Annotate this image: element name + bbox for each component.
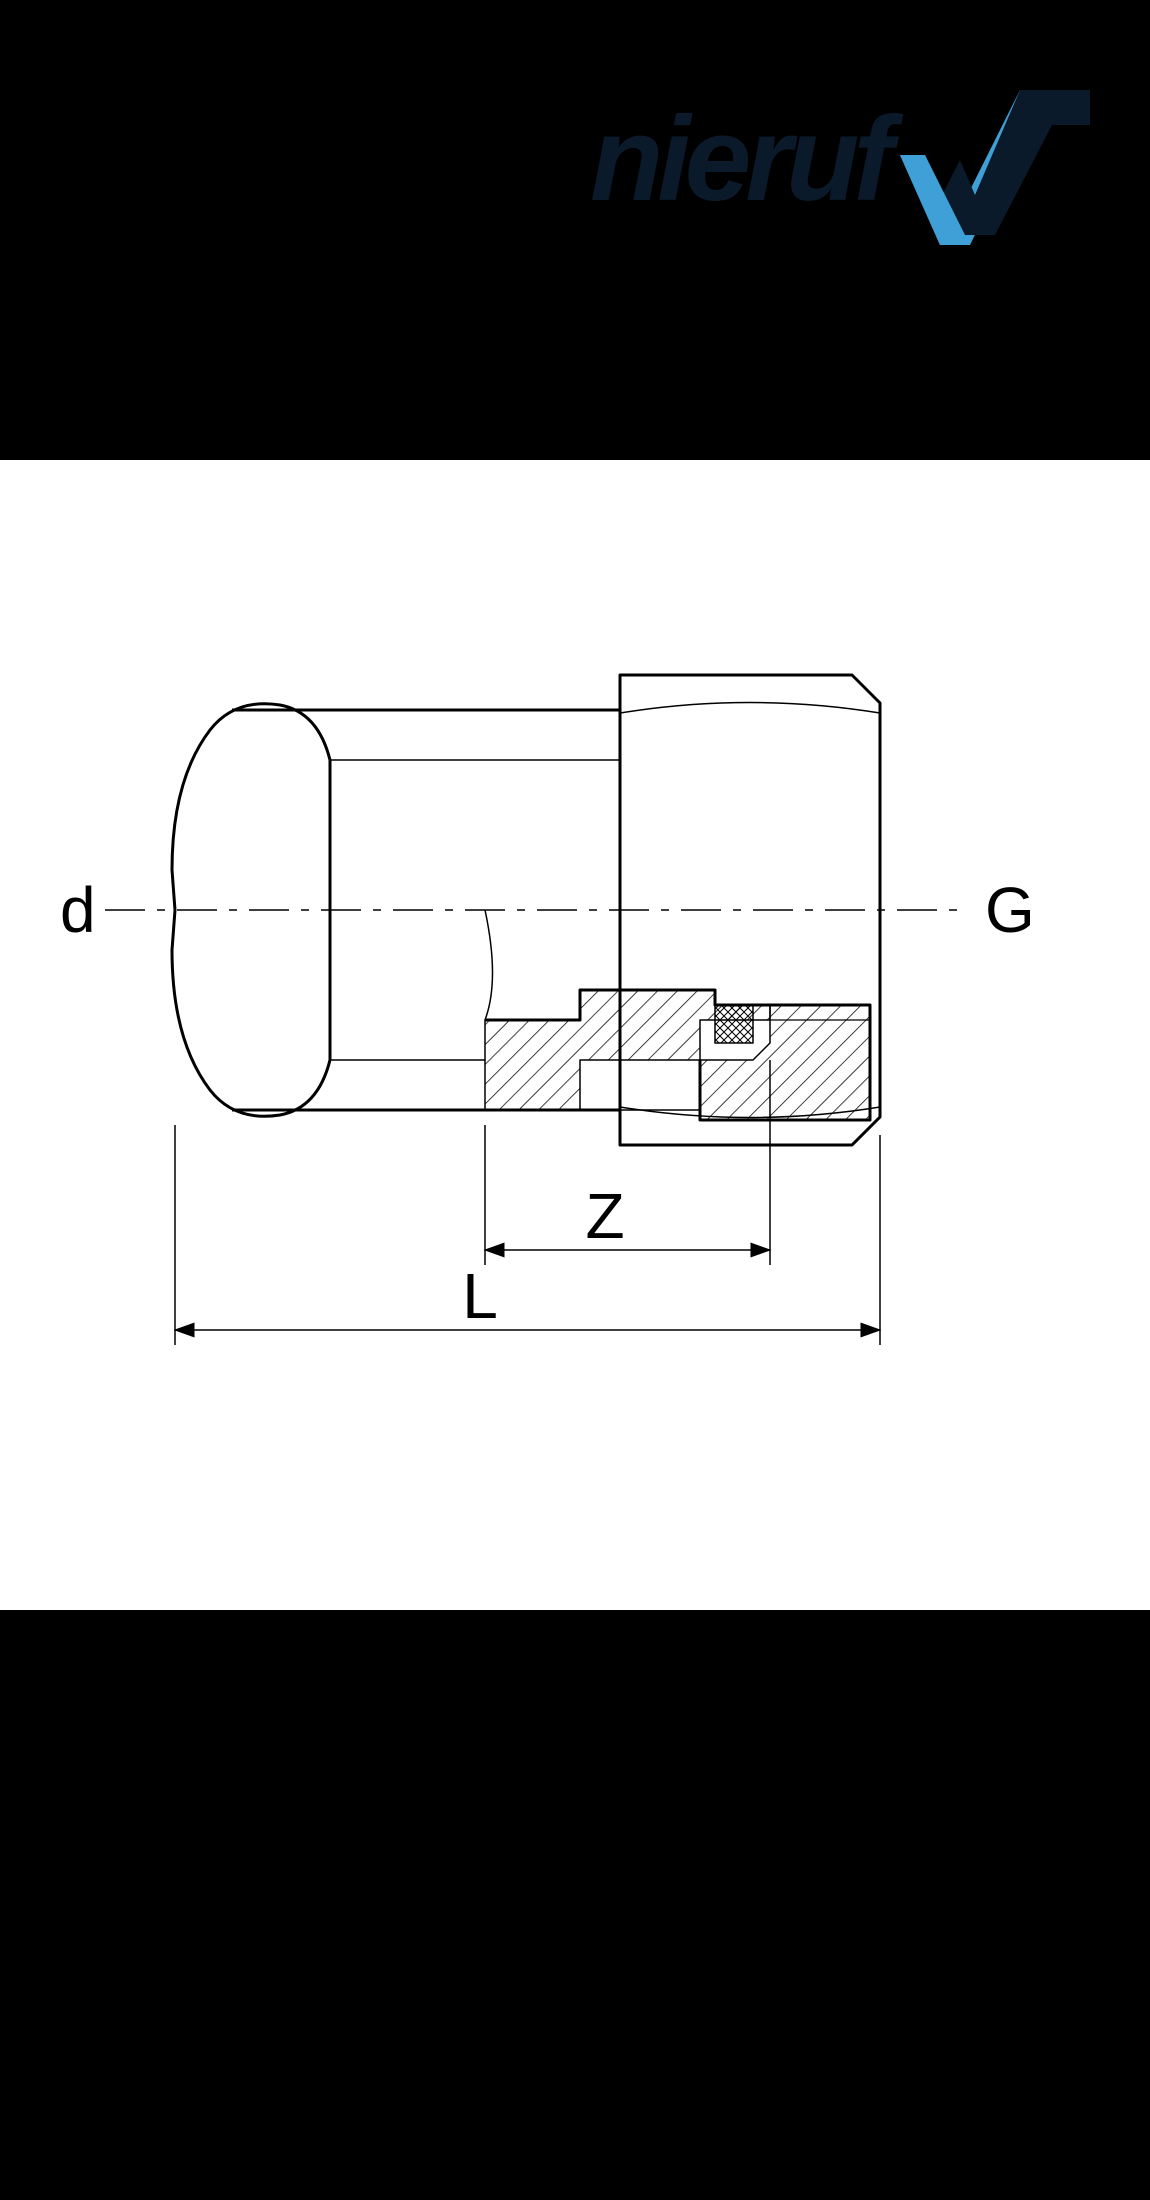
label-d: d [60, 874, 96, 946]
label-L: L [462, 1260, 498, 1332]
label-G: G [985, 874, 1035, 946]
nut-face-curve-top [620, 703, 880, 714]
technical-drawing: d G Z L [0, 460, 1150, 1610]
socket-bead-lower [172, 910, 330, 1116]
section-break-curve [485, 910, 493, 1020]
logo-mark [900, 90, 1090, 245]
seal-crosshatch [715, 1005, 753, 1043]
drawing-svg: d G Z L [0, 460, 1150, 1610]
fitting-upper-half [172, 675, 880, 910]
nut-upper-outline [620, 675, 880, 910]
logo-svg: nieruf [590, 70, 1090, 270]
brand-logo: nieruf [590, 70, 1090, 250]
label-Z: Z [585, 1180, 624, 1252]
socket-bead-upper [172, 704, 330, 910]
logo-text: nieruf [590, 92, 903, 226]
page-root: nieruf [0, 0, 1150, 2200]
fitting-lower-half [172, 910, 880, 1145]
